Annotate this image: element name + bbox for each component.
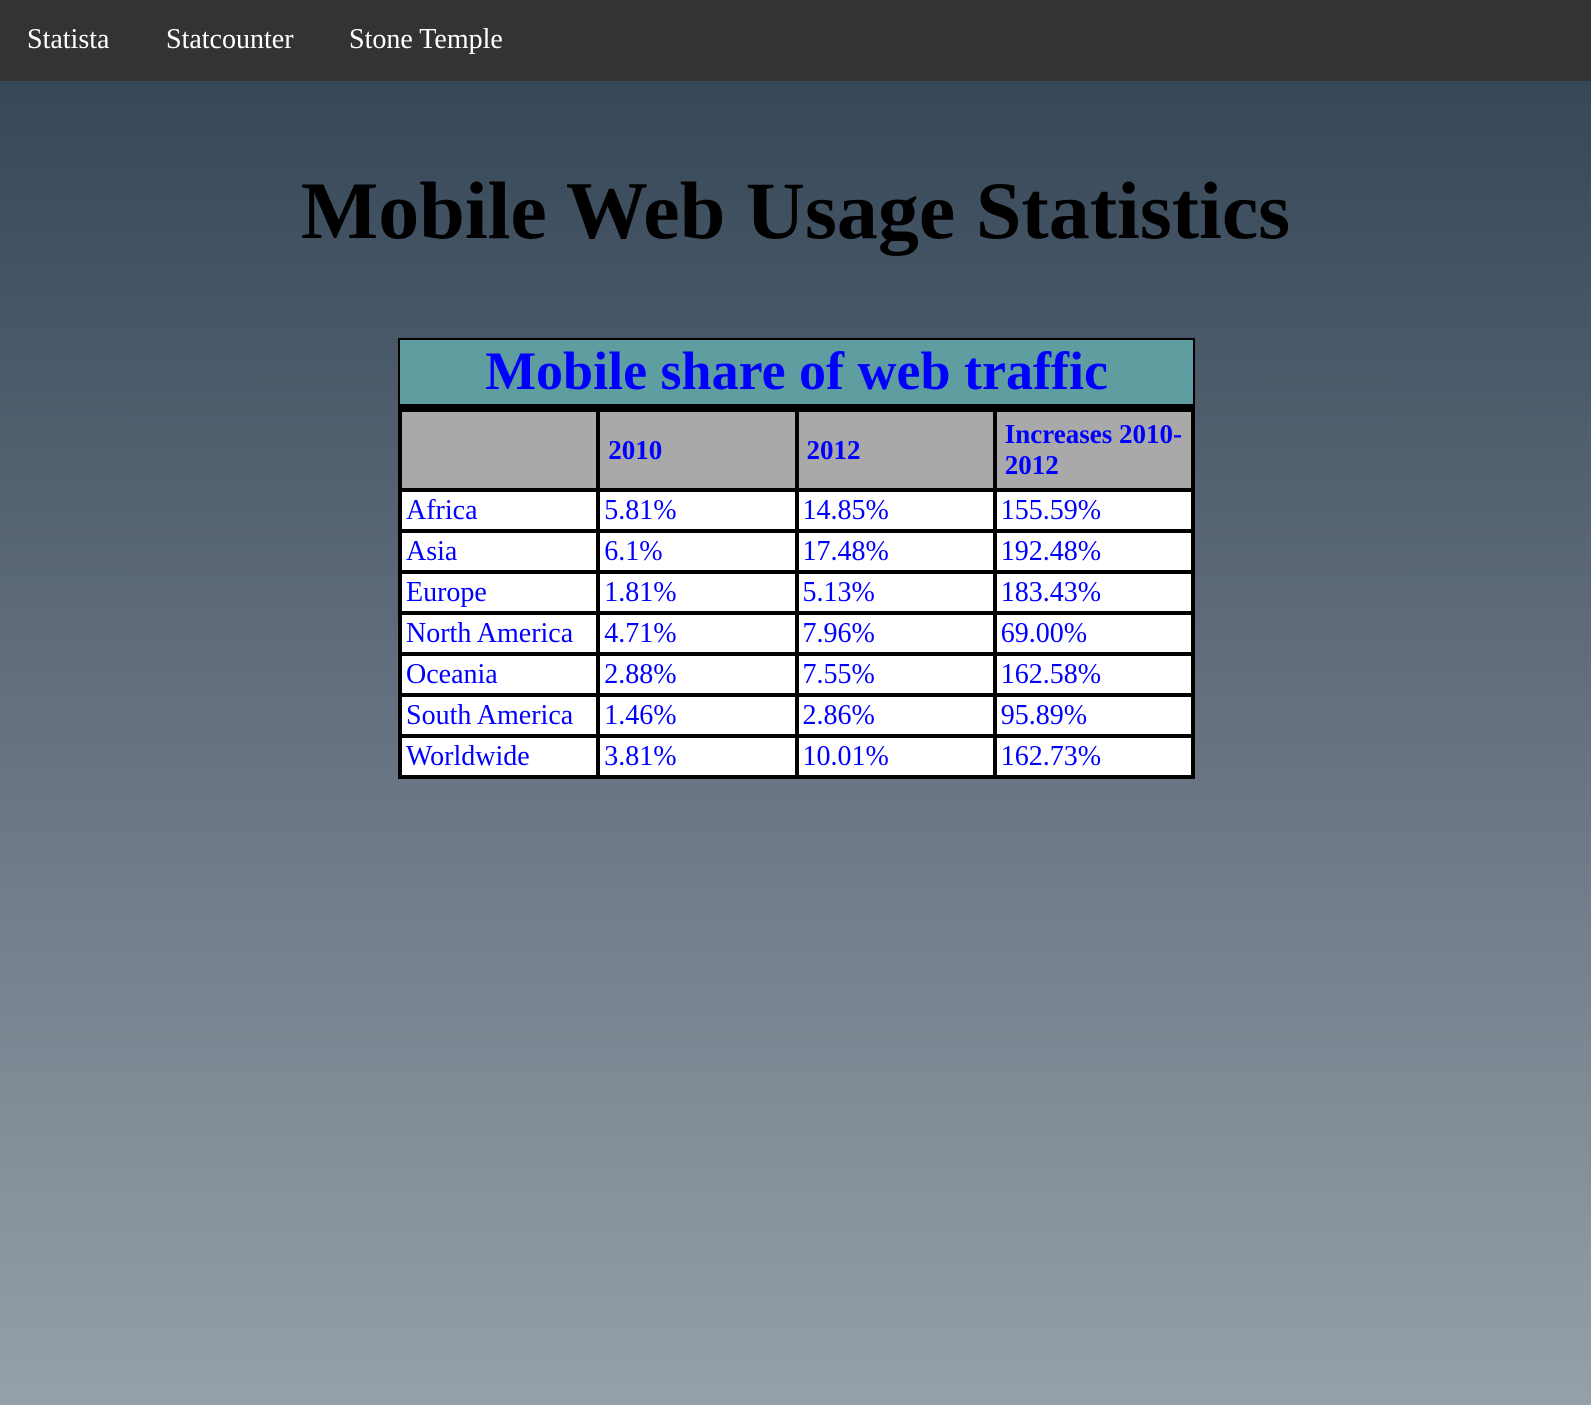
table-row: South America 1.46% 2.86% 95.89%	[400, 695, 1193, 736]
column-header-increase: Increases 2010-2012	[994, 410, 1193, 490]
value-2010-cell: 6.1%	[598, 531, 797, 572]
nav-link-stone-temple[interactable]: Stone Temple	[349, 24, 503, 55]
region-cell: Oceania	[400, 654, 599, 695]
increase-cell: 162.58%	[994, 654, 1193, 695]
table-row: Europe 1.81% 5.13% 183.43%	[400, 572, 1193, 613]
region-cell: Worldwide	[400, 736, 599, 777]
page-title: Mobile Web Usage Statistics	[300, 165, 1291, 256]
value-2010-cell: 2.88%	[598, 654, 797, 695]
table-caption: Mobile share of web traffic	[398, 338, 1195, 408]
increase-cell: 162.73%	[994, 736, 1193, 777]
region-cell: South America	[400, 695, 599, 736]
nav-link-statcounter[interactable]: Statcounter	[166, 24, 294, 55]
value-2010-cell: 4.71%	[598, 613, 797, 654]
column-header-2012: 2012	[796, 410, 995, 490]
table-row: Africa 5.81% 14.85% 155.59%	[400, 490, 1193, 531]
value-2010-cell: 3.81%	[598, 736, 797, 777]
value-2010-cell: 1.46%	[598, 695, 797, 736]
region-cell: Asia	[400, 531, 599, 572]
table-row: Worldwide 3.81% 10.01% 162.73%	[400, 736, 1193, 777]
value-2012-cell: 10.01%	[796, 736, 995, 777]
top-navigation: Statista Statcounter Stone Temple	[0, 0, 1591, 81]
increase-cell: 192.48%	[994, 531, 1193, 572]
region-cell: Europe	[400, 572, 599, 613]
increase-cell: 155.59%	[994, 490, 1193, 531]
value-2010-cell: 5.81%	[598, 490, 797, 531]
table-row: North America 4.71% 7.96% 69.00%	[400, 613, 1193, 654]
region-cell: North America	[400, 613, 599, 654]
increase-cell: 183.43%	[994, 572, 1193, 613]
value-2012-cell: 7.96%	[796, 613, 995, 654]
table-header-row: 2010 2012 Increases 2010-2012	[400, 410, 1193, 490]
region-cell: Africa	[400, 490, 599, 531]
increase-cell: 95.89%	[994, 695, 1193, 736]
value-2012-cell: 17.48%	[796, 531, 995, 572]
value-2012-cell: 7.55%	[796, 654, 995, 695]
table-row: Asia 6.1% 17.48% 192.48%	[400, 531, 1193, 572]
value-2012-cell: 2.86%	[796, 695, 995, 736]
value-2012-cell: 5.13%	[796, 572, 995, 613]
column-header-2010: 2010	[598, 410, 797, 490]
column-header-region	[400, 410, 599, 490]
nav-link-statista[interactable]: Statista	[27, 24, 110, 55]
table-row: Oceania 2.88% 7.55% 162.58%	[400, 654, 1193, 695]
value-2010-cell: 1.81%	[598, 572, 797, 613]
increase-cell: 69.00%	[994, 613, 1193, 654]
value-2012-cell: 14.85%	[796, 490, 995, 531]
mobile-traffic-table: Mobile share of web traffic 2010 2012 In…	[398, 338, 1195, 779]
